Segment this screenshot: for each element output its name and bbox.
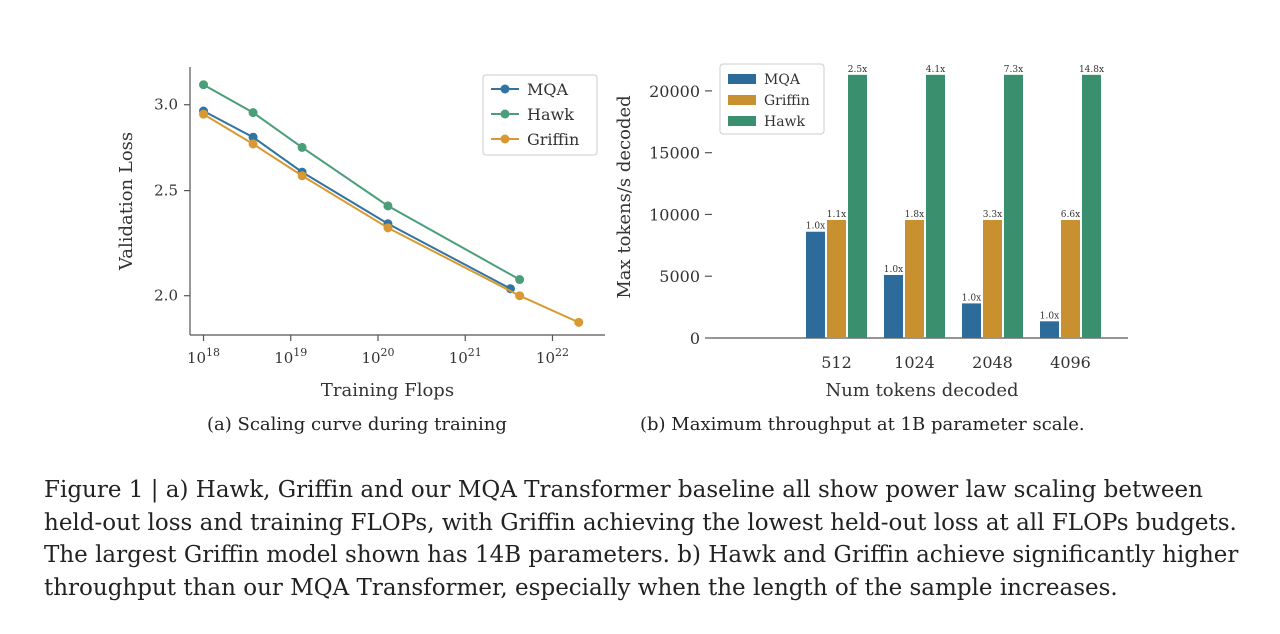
scaling-chart: 1018 1019 1020 1021 1022 2.0 2.5 3.0 Training Fl… (116, 67, 605, 401)
bar-hawk (1082, 74, 1101, 339)
data-point-hawk (248, 108, 258, 118)
y-tick-label: 5000 (659, 267, 700, 286)
bar-label-mqa: 1.0x (1040, 311, 1059, 321)
bar-label-mqa: 1.0x (962, 293, 981, 303)
data-point-griffin (248, 139, 258, 149)
bar-mqa (884, 274, 903, 338)
y-tick-label: 3.0 (154, 96, 178, 114)
x-tick-label: 4096 (1050, 353, 1091, 372)
y-axis-label: Max tokens/s decoded (614, 95, 635, 298)
data-point-hawk (199, 80, 209, 90)
bar-griffin (983, 220, 1002, 338)
legend-label-hawk: Hawk (764, 114, 806, 130)
bar-label-griffin: 1.8x (905, 210, 924, 220)
legend-label-hawk: Hawk (527, 105, 574, 124)
legend-swatch-griffin (728, 95, 756, 105)
bar-label-mqa: 1.0x (806, 222, 825, 232)
legend-marker-hawk (500, 109, 510, 119)
bar-hawk (848, 74, 867, 339)
subcaption-b: (b) Maximum throughput at 1B parameter s… (640, 414, 1085, 435)
data-point-hawk (515, 275, 525, 285)
legend-swatch-mqa (728, 74, 756, 84)
bar-hawk (926, 74, 945, 339)
x-tick-label: 1022 (536, 346, 569, 367)
x-tick-label: 1018 (187, 346, 220, 367)
x-tick-label: 1020 (361, 346, 394, 367)
data-point-mqa (248, 132, 258, 142)
bar-mqa (962, 303, 981, 338)
legend-label-griffin: Griffin (764, 93, 810, 109)
data-point-griffin (383, 223, 393, 233)
y-tick-label: 15000 (649, 144, 700, 163)
bar-griffin (905, 220, 924, 338)
y-tick-label: 2.0 (154, 287, 178, 305)
bar-griffin (1061, 220, 1080, 338)
legend-label-mqa: MQA (527, 80, 569, 99)
legend: MQA Hawk Griffin (482, 74, 598, 156)
data-point-griffin (515, 291, 525, 301)
bar-label-griffin: 6.6x (1061, 210, 1080, 220)
bar-label-hawk: 2.5x (848, 65, 867, 75)
x-tick-label: 2048 (972, 353, 1013, 372)
figure-caption: Figure 1 | a) Hawk, Griffin and our MQA … (44, 477, 1239, 601)
data-point-griffin (199, 109, 209, 119)
x-axis-label: Num tokens decoded (825, 380, 1018, 401)
data-point-griffin (297, 171, 307, 181)
legend-label-griffin: Griffin (527, 130, 579, 149)
series-line-griffin (202, 113, 580, 324)
data-point-hawk (383, 201, 393, 211)
bar-label-hawk: 4.1x (926, 65, 945, 75)
bar-label-hawk: 7.3x (1004, 65, 1023, 75)
scaling-chart-panel: 1018 1019 1020 1021 1022 2.0 2.5 3.0 Training Fl… (100, 40, 620, 440)
throughput-chart: 050001000015000200005121.0x1.1x2.5x10241… (614, 63, 1128, 401)
bar-mqa (806, 231, 825, 338)
data-point-hawk (297, 142, 307, 152)
x-tick-label: 1024 (894, 353, 935, 372)
bar-mqa (1040, 321, 1059, 338)
bar-label-griffin: 1.1x (827, 210, 846, 220)
bar-label-hawk: 14.8x (1079, 65, 1104, 75)
y-axis-label: Validation Loss (116, 132, 137, 271)
bar-griffin (827, 220, 846, 338)
y-tick-label: 2.5 (154, 182, 178, 200)
legend-marker-griffin (500, 134, 510, 144)
bar-label-griffin: 3.3x (983, 210, 1002, 220)
throughput-chart-panel: 0 5000 10000 15000 20000 512 1.0x 1.1x 2.5x 1024 1… (600, 40, 1160, 440)
x-axis-label: Training Flops (321, 380, 454, 401)
bar-label-mqa: 1.0x (884, 265, 903, 275)
y-tick-label: 0 (690, 329, 700, 348)
legend-label-mqa: MQA (764, 72, 801, 88)
x-tick-label: 512 (821, 353, 852, 372)
data-point-griffin (574, 317, 584, 327)
x-tick-label: 1021 (449, 346, 482, 367)
y-tick-label: 20000 (649, 82, 700, 101)
legend: MQA Griffin Hawk (719, 63, 825, 135)
x-tick-label: 1019 (274, 346, 307, 367)
subcaption-a: (a) Scaling curve during training (207, 414, 507, 435)
bar-hawk (1004, 74, 1023, 339)
legend-marker-mqa (500, 84, 510, 94)
legend-box (482, 74, 598, 156)
y-tick-label: 10000 (649, 205, 700, 224)
legend-swatch-hawk (728, 116, 756, 126)
